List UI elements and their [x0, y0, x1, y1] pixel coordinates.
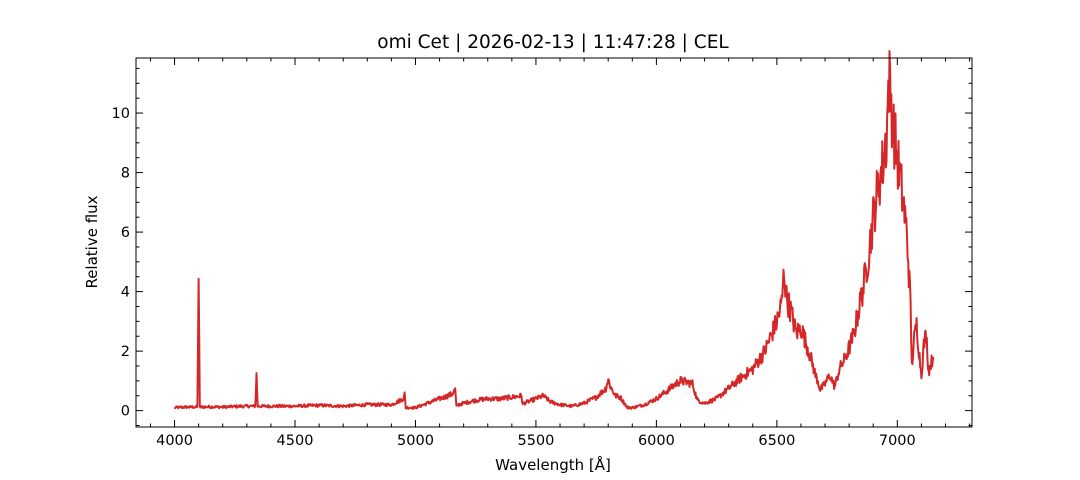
spectrum-series-line: [173, 50, 935, 410]
plot-area: [173, 50, 935, 410]
y-tick-label: 2: [121, 344, 130, 360]
x-tick-label: 4500: [277, 433, 314, 449]
y-tick-label: 8: [121, 166, 130, 182]
axis-tick-labels: 4000 4500 5000 5500 6000 6500 7000 0 2 4 6 8 10: [112, 106, 916, 449]
axis-ticks: [136, 58, 972, 427]
x-tick-label: 7000: [879, 433, 916, 449]
x-tick-label: 4000: [156, 433, 193, 449]
x-tick-label: 6500: [758, 433, 795, 449]
y-tick-label: 10: [112, 106, 130, 122]
chart-title: omi Cet | 2026-02-13 | 11:47:28 | CEL: [377, 32, 729, 53]
x-tick-label: 5500: [517, 433, 554, 449]
y-tick-label: 6: [121, 225, 130, 241]
y-axis-label: Relative flux: [83, 195, 101, 288]
x-axis-label: Wavelength [Å]: [495, 455, 611, 474]
x-tick-label: 6000: [638, 433, 675, 449]
x-tick-label: 5000: [397, 433, 434, 449]
y-tick-label: 4: [121, 285, 130, 301]
y-tick-label: 0: [121, 404, 130, 420]
axes-frame: [135, 57, 973, 428]
